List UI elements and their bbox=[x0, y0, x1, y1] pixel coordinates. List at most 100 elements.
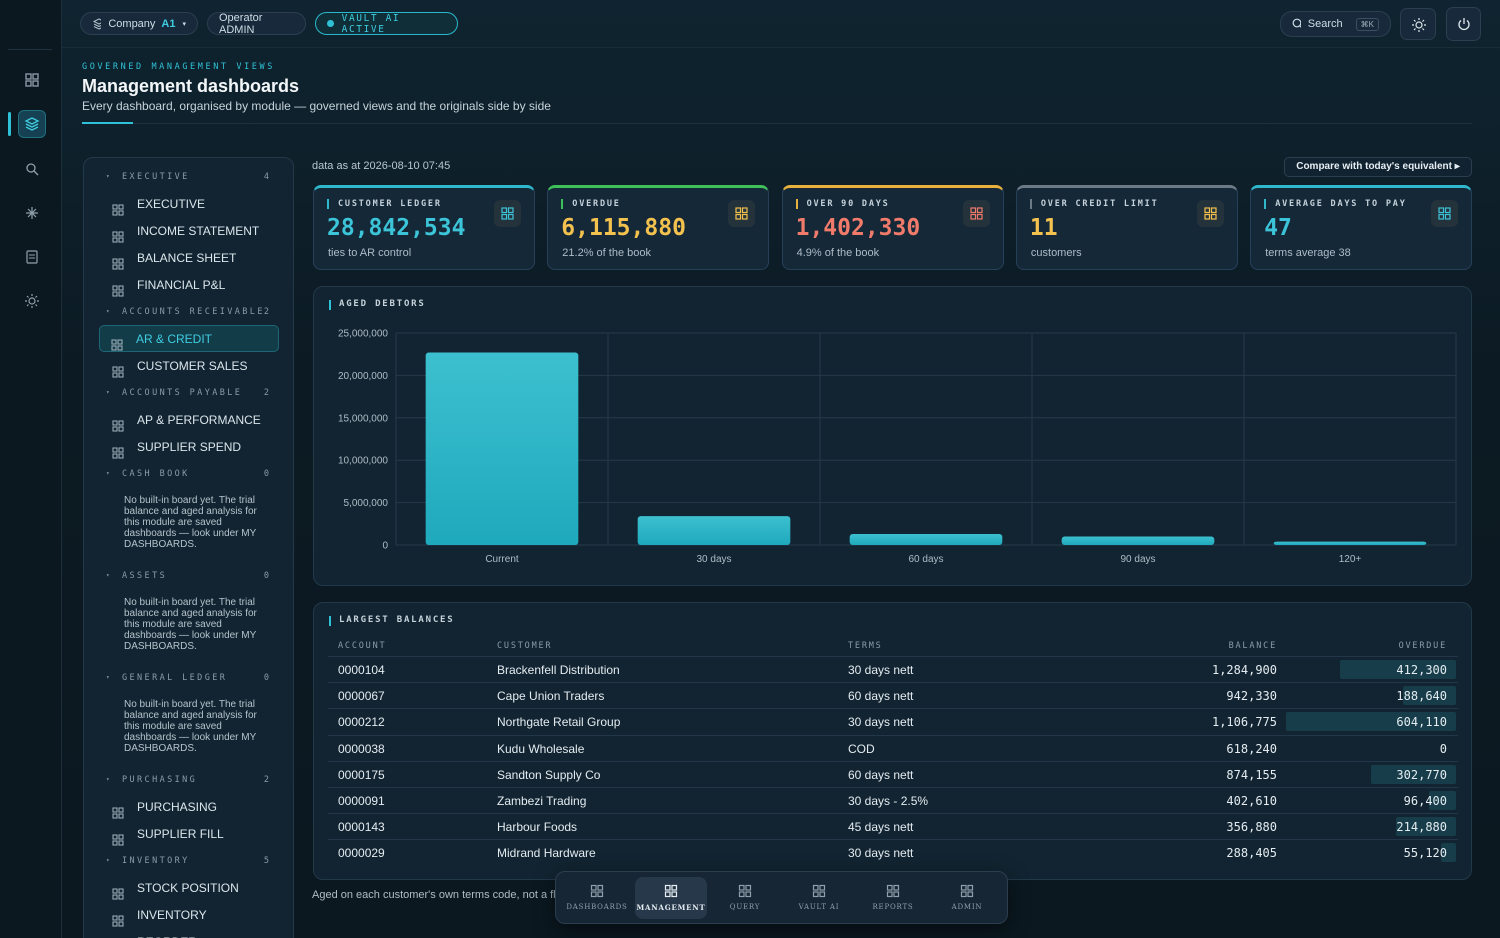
nav-item-label: PURCHASING bbox=[112, 800, 217, 819]
kpi-value: 11 bbox=[1029, 215, 1058, 241]
company-pill[interactable]: Company A1 ▾ bbox=[80, 12, 198, 35]
table-cell: 0000029 bbox=[338, 846, 385, 861]
group-header[interactable]: ▾ PURCHASING 2 bbox=[84, 766, 293, 793]
bottom-nav-item[interactable]: QUERY bbox=[709, 877, 781, 919]
table-cell: 60 days nett bbox=[848, 689, 914, 704]
table-cell: 214,880 bbox=[1396, 820, 1447, 835]
row-rule bbox=[328, 839, 1458, 841]
nav-glyph bbox=[931, 877, 1003, 899]
nav-item[interactable]: INCOME STATEMENT bbox=[98, 217, 279, 244]
nav-item[interactable]: REORDER bbox=[98, 928, 279, 938]
search[interactable]: Search ⌘K bbox=[1280, 11, 1391, 37]
company-label: Company bbox=[108, 17, 156, 30]
kpi-note: terms average 38 bbox=[1265, 247, 1351, 259]
row-rule bbox=[328, 682, 1458, 684]
operator-pill[interactable]: Operator ADMIN bbox=[207, 12, 306, 36]
data-as-at: data as at 2026-08-10 07:45 bbox=[312, 160, 451, 172]
rail-icon[interactable] bbox=[24, 72, 40, 88]
table-cell: 30 days nett bbox=[848, 846, 914, 861]
table-cell: 288,405 bbox=[1226, 846, 1277, 861]
kpi-label: OVER CREDIT LIMIT bbox=[1040, 199, 1159, 209]
table-cell: Sandton Supply Co bbox=[497, 767, 601, 782]
bar bbox=[1273, 541, 1427, 545]
bottom-nav: DASHBOARDS MANAGEMENT QUERY VAULT AI REPORTS… bbox=[555, 871, 1008, 924]
nav-item[interactable]: AR & CREDIT bbox=[99, 325, 279, 352]
compare-button[interactable]: Compare with today's equivalent ▸ bbox=[1284, 157, 1472, 177]
nav-item[interactable]: STOCK POSITION bbox=[98, 874, 279, 901]
kpi-card: OVERDUE 6,115,880 21.2% of the book bbox=[547, 185, 770, 270]
bottom-nav-item[interactable]: MANAGEMENT bbox=[635, 877, 707, 919]
overdue-bar bbox=[1286, 712, 1456, 732]
group-header[interactable]: ▾ CASH BOOK 0 bbox=[84, 460, 293, 487]
rail-icon[interactable] bbox=[25, 206, 39, 220]
nav-item-label: INCOME STATEMENT bbox=[112, 224, 259, 243]
nav-item-label: STOCK POSITION bbox=[112, 881, 239, 900]
group-title: EXECUTIVE bbox=[122, 171, 190, 182]
column-header: BALANCE bbox=[1228, 641, 1277, 651]
rail-icon[interactable] bbox=[25, 294, 39, 308]
x-tick-label: 30 days bbox=[696, 554, 731, 565]
rail-icon[interactable] bbox=[25, 250, 39, 264]
power-button[interactable] bbox=[1446, 7, 1481, 41]
kpi-value: 28,842,534 bbox=[327, 215, 466, 241]
table-title: LARGEST BALANCES bbox=[339, 615, 455, 625]
group-title: ACCOUNTS RECEIVABLE bbox=[122, 306, 265, 317]
rail-icon[interactable] bbox=[25, 162, 39, 176]
theme-button[interactable] bbox=[1400, 8, 1436, 40]
group-title: GENERAL LEDGER bbox=[122, 672, 228, 683]
nav-item[interactable]: SUPPLIER SPEND bbox=[98, 433, 279, 460]
table-cell: 30 days - 2.5% bbox=[848, 794, 929, 808]
vault-pill[interactable]: VAULT AI ACTIVE bbox=[315, 12, 458, 35]
group-count: 2 bbox=[263, 306, 269, 317]
table-cell: 604,110 bbox=[1396, 715, 1447, 730]
nav-label: QUERY bbox=[729, 903, 761, 911]
bottom-nav-item[interactable]: DASHBOARDS bbox=[561, 877, 633, 919]
group-header[interactable]: ▾ INVENTORY 5 bbox=[84, 847, 293, 874]
table-cell: 45 days nett bbox=[848, 820, 914, 835]
group-header[interactable]: ▾ ACCOUNTS PAYABLE 2 bbox=[84, 379, 293, 406]
nav-item[interactable]: FINANCIAL P&L bbox=[98, 271, 279, 298]
nav-item[interactable]: EXECUTIVE bbox=[98, 190, 279, 217]
table-cell: 60 days nett bbox=[848, 767, 914, 782]
group-title: CASH BOOK bbox=[122, 468, 190, 479]
group-header[interactable]: ▾ ACCOUNTS RECEIVABLE 2 bbox=[84, 298, 293, 325]
table-cell: 30 days nett bbox=[848, 715, 914, 730]
group-header[interactable]: ▾ EXECUTIVE 4 bbox=[84, 163, 293, 190]
kpi-card: AVERAGE DAYS TO PAY 47 terms average 38 bbox=[1250, 185, 1473, 270]
nav-item[interactable]: PURCHASING bbox=[98, 793, 279, 820]
kpi-icon bbox=[1196, 200, 1224, 227]
nav-item-label: SUPPLIER SPEND bbox=[112, 440, 241, 459]
vault-status: VAULT AI ACTIVE bbox=[341, 12, 401, 35]
nav-item[interactable]: SUPPLIER FILL bbox=[98, 820, 279, 847]
table-cell: 0000143 bbox=[338, 820, 385, 835]
chevron: ▾ bbox=[106, 572, 113, 579]
bottom-nav-item[interactable]: VAULT AI bbox=[783, 877, 855, 919]
rail-active[interactable] bbox=[18, 110, 46, 138]
y-tick-label: 0 bbox=[382, 541, 388, 552]
group-count: 0 bbox=[263, 672, 269, 683]
group-header[interactable]: ▾ GENERAL LEDGER 0 bbox=[84, 664, 293, 691]
overdue-bar bbox=[1339, 660, 1456, 679]
chevron: ▾ bbox=[106, 857, 113, 864]
table-cell: Zambezi Trading bbox=[497, 794, 587, 808]
bottom-nav-item[interactable]: REPORTS bbox=[857, 877, 929, 919]
overdue-bar bbox=[1428, 791, 1456, 810]
nav-item[interactable]: INVENTORY bbox=[98, 901, 279, 928]
nav-item[interactable]: BALANCE SHEET bbox=[98, 244, 279, 271]
group-header[interactable]: ▾ ASSETS 0 bbox=[84, 562, 293, 589]
panel-tick bbox=[329, 300, 331, 310]
bottom-nav-item[interactable]: ADMIN bbox=[931, 877, 1003, 919]
nav-label: MANAGEMENT bbox=[636, 903, 706, 912]
table-cell: 30 days nett bbox=[848, 663, 914, 677]
kpi-note: ties to AR control bbox=[328, 247, 412, 259]
nav-label: VAULT AI bbox=[798, 903, 840, 911]
nav-glyph bbox=[783, 877, 855, 899]
group-count: 0 bbox=[263, 468, 269, 479]
nav-item[interactable]: CUSTOMER SALES bbox=[98, 352, 279, 379]
shortcut: ⌘K bbox=[1355, 17, 1379, 31]
table-cell: 0000091 bbox=[338, 794, 385, 808]
table-cell: Midrand Hardware bbox=[497, 846, 596, 861]
nav-item[interactable]: AP & PERFORMANCE bbox=[98, 406, 279, 433]
kpi-tick bbox=[327, 199, 329, 209]
nav-label: REPORTS bbox=[872, 903, 914, 911]
